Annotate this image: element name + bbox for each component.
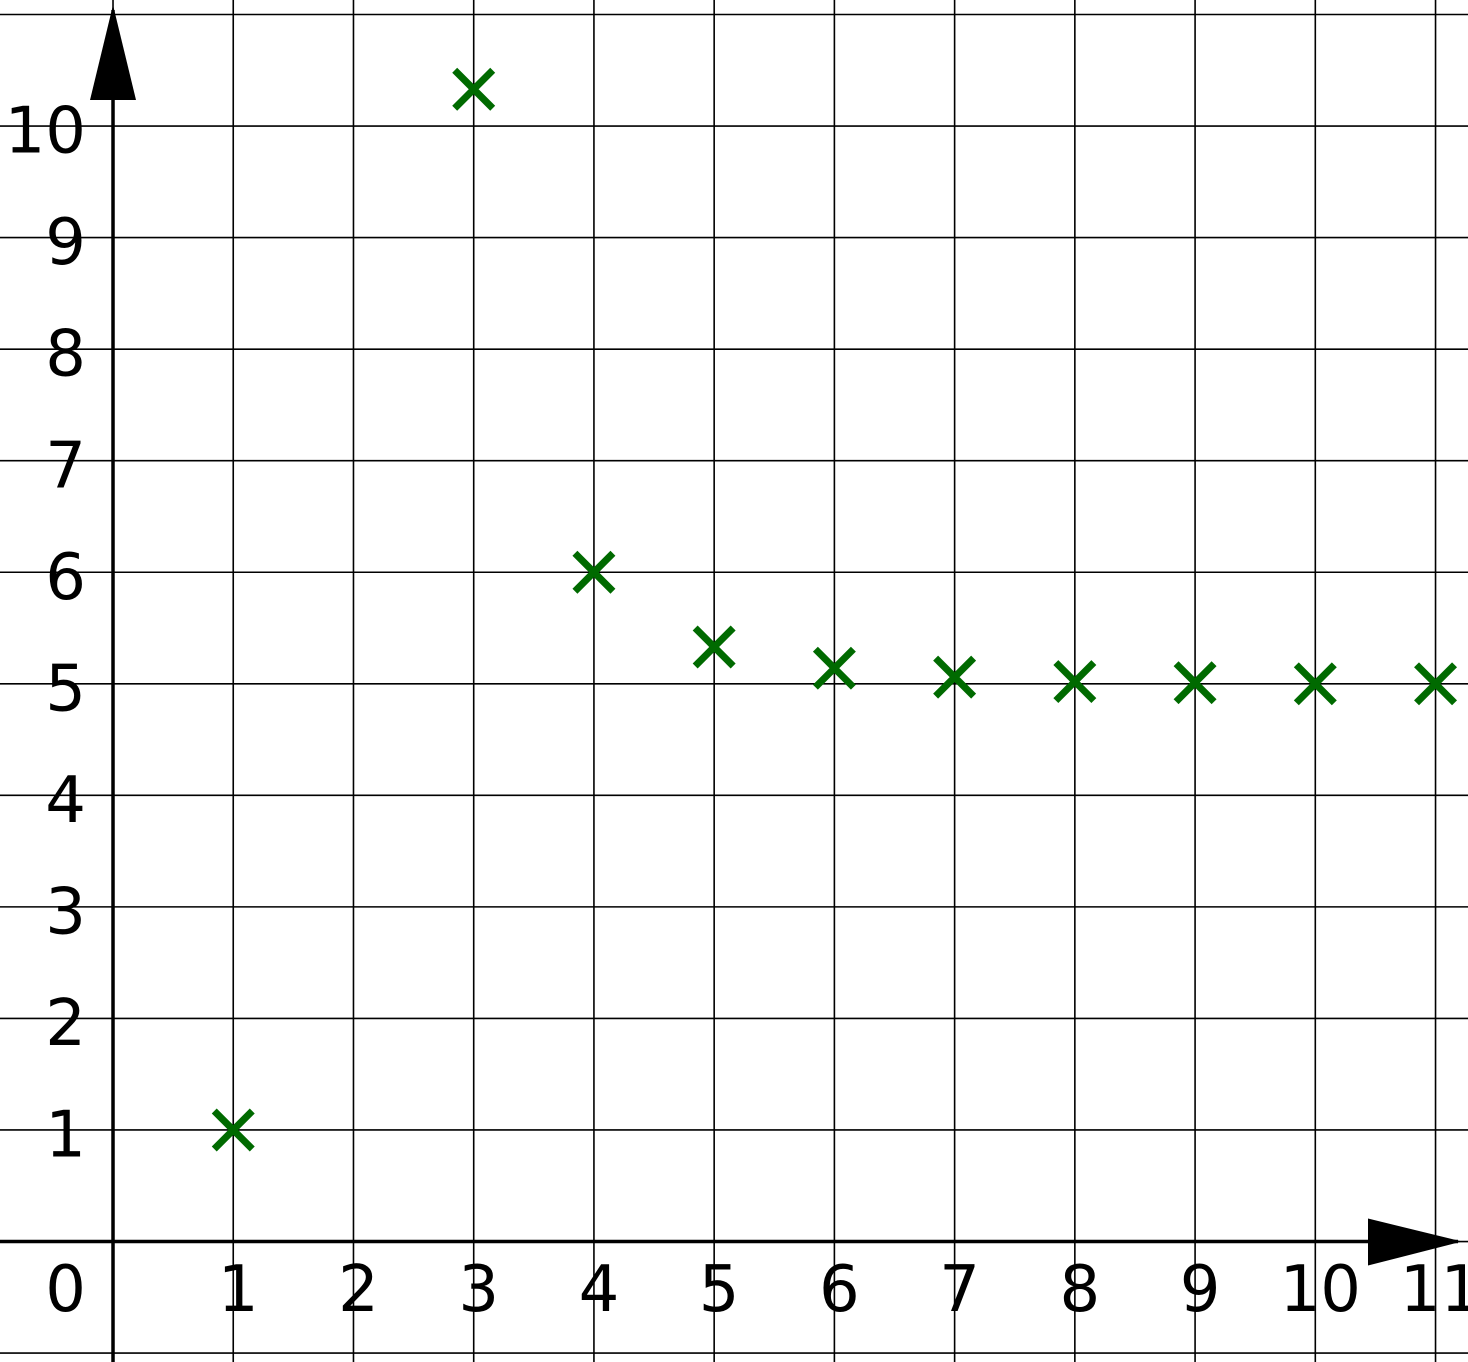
y-tick-label: 10 [5,95,86,169]
x-tick-label: 4 [579,1253,620,1327]
point-marker [1173,661,1217,705]
y-tick-label: 3 [45,875,86,949]
y-tick-label: 7 [45,429,86,503]
point-marker [452,67,496,111]
y-tick-label: 9 [45,206,86,280]
x-tick-label: 8 [1059,1253,1100,1327]
y-tick-label: 4 [45,764,86,838]
x-tick-label: 5 [699,1253,740,1327]
y-axis-arrow [90,5,137,100]
x-tick-label: 6 [819,1253,860,1327]
point-marker [812,646,856,690]
origin-label: 0 [45,1253,86,1327]
point-marker [933,655,977,699]
x-tick-label: 9 [1180,1253,1221,1327]
x-tick-label: 3 [458,1253,499,1327]
y-tick-label: 8 [45,318,86,392]
point-marker [572,550,616,594]
x-tick-label: 10 [1280,1253,1361,1327]
point-marker [692,625,736,669]
x-tick-label: 7 [939,1253,980,1327]
point-marker [1293,662,1337,706]
point-marker [211,1108,255,1152]
x-tick-label: 11 [1400,1253,1468,1327]
y-tick-label: 6 [45,541,86,615]
x-tick-label: 1 [218,1253,259,1327]
point-marker [1414,662,1458,706]
y-tick-label: 1 [45,1099,86,1173]
x-tick-label: 2 [338,1253,379,1327]
point-marker [1053,660,1097,704]
y-tick-label: 2 [45,987,86,1061]
y-tick-label: 5 [45,652,86,726]
x-axis-arrow [1368,1218,1462,1266]
